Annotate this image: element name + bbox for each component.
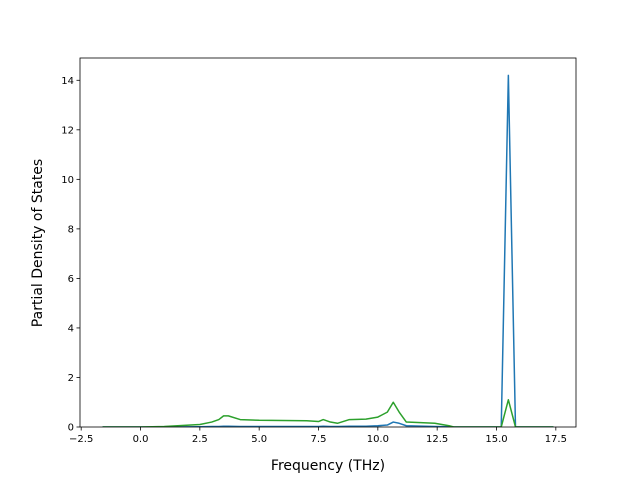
x-tick-label: 5.0 [251, 434, 267, 445]
x-tick-label: 17.5 [545, 434, 567, 445]
y-tick-label: 6 [68, 274, 74, 285]
x-tick-label: 2.5 [192, 434, 208, 445]
x-axis-label: Frequency (THz) [271, 458, 385, 474]
y-tick-label: 4 [68, 323, 74, 334]
x-tick-label: 7.5 [311, 434, 327, 445]
y-tick-label: 14 [61, 76, 74, 87]
y-axis-label: Partial Density of States [30, 159, 46, 327]
x-tick-label: 10.0 [367, 434, 389, 445]
y-tick-label: 2 [68, 373, 74, 384]
plot-frame [79, 57, 577, 428]
x-tick-label: 12.5 [426, 434, 448, 445]
series-line [102, 399, 554, 427]
x-tick-label: 0.0 [133, 434, 149, 445]
y-tick-label: 8 [68, 224, 74, 235]
y-tick-label: 10 [61, 175, 74, 186]
y-tick-label: 12 [61, 125, 74, 136]
series-line [102, 74, 554, 427]
x-tick-label: −2.5 [69, 434, 93, 445]
x-tick-label: 15.0 [485, 434, 507, 445]
y-tick-label: 0 [68, 423, 74, 434]
